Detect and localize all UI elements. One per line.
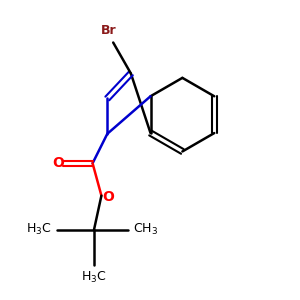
Text: H$_3$C: H$_3$C [81,270,107,285]
Text: CH$_3$: CH$_3$ [133,222,158,237]
Text: H$_3$C: H$_3$C [26,222,52,237]
Text: O: O [102,190,114,204]
Text: Br: Br [101,24,117,37]
Text: O: O [52,156,64,170]
